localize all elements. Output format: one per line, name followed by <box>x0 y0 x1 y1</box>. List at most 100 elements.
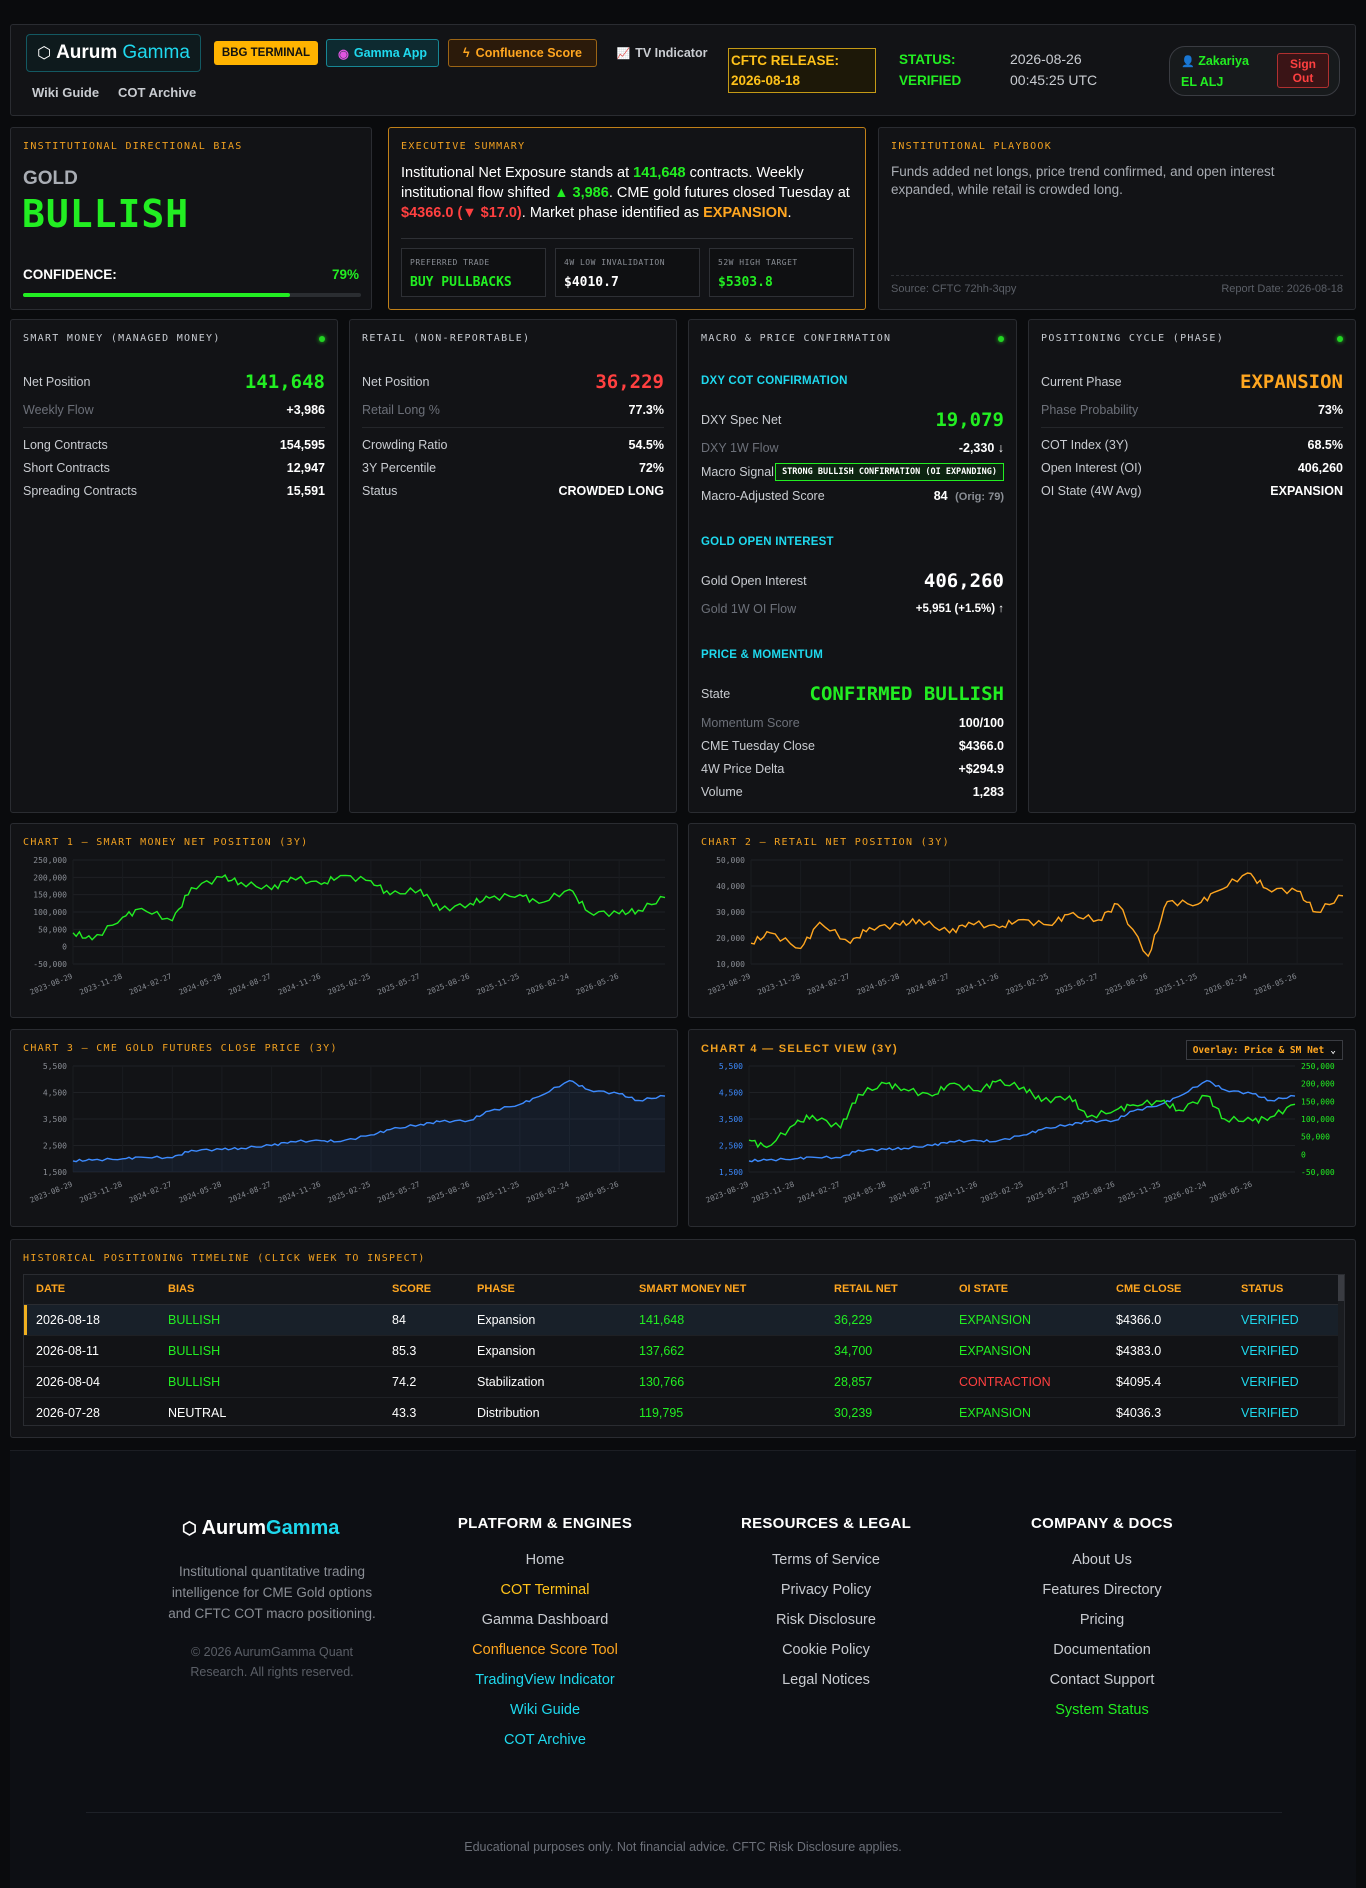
oi-value: 406,260 <box>923 570 1004 592</box>
pm-state-value: CONFIRMED BULLISH <box>809 683 1004 705</box>
footer-link-wiki[interactable]: Wiki Guide <box>509 1702 581 1718</box>
table-row[interactable]: 2026-08-18 BULLISH 84 Expansion 141,648 36,22… <box>24 1304 1344 1336</box>
nav-bbg-terminal[interactable]: BBG TERMINAL <box>214 41 318 65</box>
nav-gamma-app[interactable]: ◉ Gamma App <box>326 39 439 67</box>
status-value: VERIFIED <box>899 73 962 88</box>
overlay-select[interactable]: Overlay: Price & SM Net ⌄ <box>1185 1040 1343 1060</box>
retail-status-value: CROWDED LONG <box>558 484 664 498</box>
nav-confluence-score[interactable]: ϟ Confluence Score <box>448 39 597 67</box>
playbook-text: Funds added net longs, price trend confi… <box>891 164 1275 197</box>
chart2-svg[interactable]: 50,000 40,000 30,000 20,000 10,000 2023-08-29… <box>689 846 1355 1016</box>
footer-logo-b: Gamma <box>266 1517 340 1539</box>
cell-retail: 34,700 <box>822 1335 947 1367</box>
footer-link-cot-terminal[interactable]: COT Terminal <box>500 1582 590 1598</box>
live-dot-icon <box>1337 336 1343 342</box>
oi-flow-label: Gold 1W OI Flow <box>701 602 797 616</box>
chart3-svg[interactable]: 5,500 4,500 3,500 2,500 1,500 2023-08-29 2023-… <box>11 1052 677 1224</box>
y-tick-label: 3,500 <box>43 1115 67 1124</box>
summary-close: $4366.0 (▼ $17.0) <box>401 205 522 221</box>
footer-link-support[interactable]: Contact Support <box>1049 1672 1155 1688</box>
pm-momentum-value: 100/100 <box>958 716 1004 730</box>
col-retail[interactable]: RETAIL NET <box>822 1275 947 1305</box>
nav-confluence-label: Confluence Score <box>475 46 582 60</box>
retail-net-label: Net Position <box>362 375 430 389</box>
chart4-card: CHART 4 — SELECT VIEW (3Y) Overlay: Pric… <box>688 1029 1356 1227</box>
x-tick-label: 2026-02-24 <box>1203 971 1249 996</box>
footer-link-docs[interactable]: Documentation <box>1053 1642 1151 1658</box>
footer-link-cookie[interactable]: Cookie Policy <box>782 1642 870 1658</box>
footer-copyright: © 2026 AurumGamma Quant Research. All ri… <box>190 1645 354 1679</box>
link-wiki-guide[interactable]: Wiki Guide <box>32 85 100 100</box>
footer-link-confluence[interactable]: Confluence Score Tool <box>472 1642 618 1658</box>
x-tick-label: 2026-02-24 <box>525 971 571 996</box>
cycle-cot-value: 68.5% <box>1307 438 1343 452</box>
footer-logo[interactable]: ⬡ AurumGamma <box>182 1517 339 1540</box>
col-oi-state[interactable]: OI STATE <box>947 1275 1104 1305</box>
footer-link-legal[interactable]: Legal Notices <box>782 1672 870 1688</box>
x-tick-label: 2025-02-25 <box>326 972 371 997</box>
x-tick-label: 2023-08-29 <box>29 1180 74 1205</box>
chart1-svg[interactable]: 250,000 200,000 150,000 100,000 50,000 0 -50,0… <box>11 846 677 1016</box>
x-tick-label: 2025-02-25 <box>326 1180 371 1205</box>
cell-retail: 30,239 <box>822 1397 947 1425</box>
table-row[interactable]: 2026-08-11 BULLISH 85.3 Expansion 137,662 34,… <box>24 1335 1344 1367</box>
col-bias[interactable]: BIAS <box>156 1275 380 1305</box>
x-tick-label: 2023-11-28 <box>78 971 124 996</box>
footer-link-pricing[interactable]: Pricing <box>1079 1612 1125 1628</box>
summary-text-1: Institutional Net Exposure stands at <box>401 165 634 181</box>
footer-link-about[interactable]: About Us <box>1072 1552 1132 1568</box>
cycle-oistate-value: EXPANSION <box>1270 484 1343 498</box>
footer-link-gamma-dashboard[interactable]: Gamma Dashboard <box>481 1612 609 1628</box>
cell-close: $4366.0 <box>1104 1304 1229 1336</box>
col-status[interactable]: STATUS <box>1229 1275 1344 1305</box>
footer-link-risk[interactable]: Risk Disclosure <box>776 1612 876 1628</box>
chart4-svg[interactable]: 5,500 4,500 3,500 2,500 1,500 250,000 200,000 1… <box>689 1052 1355 1224</box>
footer-link-cot-archive[interactable]: COT Archive <box>504 1732 586 1748</box>
x-tick-label: 2024-05-28 <box>842 1179 888 1204</box>
footer-link-home[interactable]: Home <box>525 1552 565 1568</box>
table-row[interactable]: 2026-08-04 BULLISH 74.2 Stabilization 130,76… <box>24 1366 1344 1398</box>
cell-score: 84 <box>380 1304 465 1336</box>
footer-link-system-status[interactable]: System Status <box>1055 1702 1149 1718</box>
timeline-scrollbar[interactable] <box>1338 1275 1344 1425</box>
timeline-card: HISTORICAL POSITIONING TIMELINE (CLICK W… <box>10 1239 1356 1438</box>
x-tick-label: 2024-11-26 <box>277 1179 323 1204</box>
cycle-phase-label: Current Phase <box>1041 375 1122 389</box>
footer-link-terms[interactable]: Terms of Service <box>772 1552 880 1568</box>
chart-icon: 📈 <box>616 47 631 60</box>
cell-retail: 28,857 <box>822 1366 947 1398</box>
target-label: 52W HIGH TARGET <box>718 258 798 267</box>
col-score[interactable]: SCORE <box>380 1275 465 1305</box>
cell-close: $4383.0 <box>1104 1335 1229 1367</box>
invalidation-box: 4W LOW INVALIDATION $4010.7 <box>555 248 700 297</box>
chart2-card: CHART 2 — RETAIL NET POSITION (3Y) 50,00… <box>688 823 1356 1018</box>
y-tick-label: 30,000 <box>716 908 745 917</box>
pm-state-label: State <box>701 687 731 701</box>
status-block: STATUS: VERIFIED <box>899 49 961 91</box>
pm-state-row: State CONFIRMED BULLISH <box>701 682 1004 706</box>
link-cot-archive[interactable]: COT Archive <box>118 85 197 100</box>
logo[interactable]: ⬡ Aurum Gamma <box>26 34 201 72</box>
summary-title: EXECUTIVE SUMMARY <box>401 141 526 152</box>
timeline-table: DATE BIAS SCORE PHASE SMART MONEY NET RE… <box>24 1275 1344 1425</box>
cell-date: 2026-08-04 <box>24 1366 156 1398</box>
nav-tv-indicator[interactable]: 📈 TV Indicator <box>612 39 712 67</box>
timeline-title: HISTORICAL POSITIONING TIMELINE (CLICK W… <box>23 1253 426 1264</box>
x-tick-label: 2025-11-25 <box>475 1180 520 1205</box>
col-date[interactable]: DATE <box>24 1275 156 1305</box>
series-area <box>73 1080 665 1172</box>
col-phase[interactable]: PHASE <box>465 1275 627 1305</box>
user-name[interactable]: 👤 Zakariya EL ALJ <box>1181 51 1249 92</box>
col-cme-close[interactable]: CME CLOSE <box>1104 1275 1229 1305</box>
col-smart-money[interactable]: SMART MONEY NET <box>627 1275 822 1305</box>
sign-out-button[interactable]: Sign Out <box>1277 53 1329 88</box>
footer-link-tradingview[interactable]: TradingView Indicator <box>475 1672 615 1688</box>
smart-net-value: 141,648 <box>244 371 325 393</box>
table-row[interactable]: 2026-07-28 NEUTRAL 43.3 Distribution 119,795… <box>24 1397 1344 1425</box>
retail-crowding-value: 54.5% <box>628 438 664 452</box>
cell-sm: 137,662 <box>627 1335 822 1367</box>
footer-link-privacy[interactable]: Privacy Policy <box>780 1582 872 1598</box>
macro-card: MACRO & PRICE CONFIRMATION DXY COT CONFI… <box>688 319 1017 813</box>
smart-short-row: Short Contracts 12,947 <box>23 458 325 478</box>
footer-link-features[interactable]: Features Directory <box>1042 1582 1162 1598</box>
